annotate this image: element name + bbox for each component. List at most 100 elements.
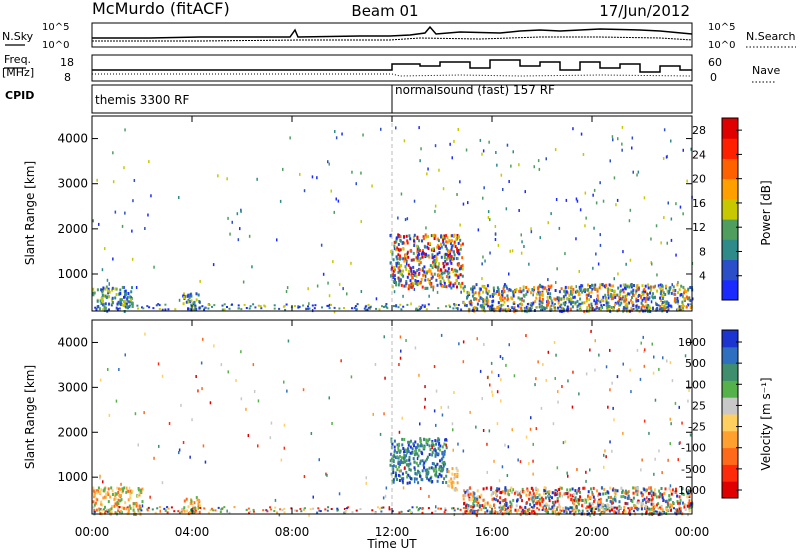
radar-echo	[559, 305, 562, 309]
radar-echo	[586, 306, 589, 310]
radar-echo	[408, 509, 411, 511]
radar-echo	[559, 511, 562, 515]
radar-echo	[419, 507, 422, 510]
n-search-tick-high: 10^5	[708, 22, 735, 33]
radar-echo	[606, 308, 609, 312]
radar-echo	[442, 240, 445, 244]
radar-echo	[448, 304, 451, 307]
radar-echo	[183, 509, 186, 513]
radar-echo	[411, 447, 414, 451]
radar-echo	[481, 308, 484, 311]
radar-echo	[554, 303, 556, 306]
radar-echo	[599, 233, 601, 237]
radar-echo	[643, 350, 645, 354]
radar-echo	[434, 265, 437, 268]
radar-echo	[477, 228, 480, 232]
radar-echo	[593, 308, 596, 312]
radar-echo	[539, 502, 541, 506]
radar-echo	[633, 491, 636, 495]
radar-echo	[418, 126, 420, 130]
radar-echo	[659, 305, 662, 308]
radar-echo	[143, 411, 145, 415]
radar-echo	[680, 306, 682, 309]
radar-echo	[671, 379, 674, 383]
radar-echo	[512, 498, 515, 502]
radar-echo	[547, 303, 550, 307]
radar-echo	[404, 254, 407, 258]
radar-echo	[575, 237, 577, 241]
radar-echo	[416, 258, 419, 262]
radar-echo	[500, 399, 502, 403]
radar-echo	[207, 307, 210, 310]
radar-echo	[324, 508, 327, 511]
radar-echo	[399, 264, 402, 268]
radar-echo	[464, 490, 467, 494]
radar-echo	[507, 492, 510, 496]
radar-echo	[626, 302, 629, 306]
radar-echo	[496, 286, 499, 290]
radar-echo	[512, 294, 515, 298]
radar-echo	[476, 489, 479, 493]
radar-echo	[128, 486, 131, 490]
radar-echo	[283, 507, 286, 510]
radar-echo	[398, 363, 400, 366]
radar-echo	[506, 143, 509, 147]
radar-echo	[661, 302, 663, 306]
radar-echo	[111, 505, 113, 509]
radar-echo	[581, 284, 584, 288]
radar-echo	[168, 422, 171, 425]
radar-echo	[560, 306, 563, 310]
radar-echo	[502, 188, 504, 191]
radar-echo	[431, 446, 433, 449]
radar-echo	[567, 379, 569, 383]
radar-echo	[596, 489, 598, 493]
radar-echo	[517, 296, 520, 300]
radar-echo	[92, 291, 95, 295]
radar-echo	[625, 303, 628, 306]
radar-echo	[508, 288, 511, 291]
radar-echo	[645, 500, 648, 504]
radar-echo	[456, 193, 458, 196]
radar-echo	[409, 279, 412, 283]
radar-echo	[587, 283, 589, 287]
radar-echo	[535, 377, 537, 381]
radar-echo	[127, 489, 130, 493]
radar-echo	[415, 477, 418, 481]
radar-echo	[624, 510, 627, 513]
radar-echo	[643, 497, 646, 501]
radar-echo	[642, 335, 644, 339]
radar-echo	[626, 491, 629, 495]
radar-echo	[405, 459, 408, 463]
radar-echo	[666, 289, 669, 293]
radar-echo	[125, 304, 128, 307]
radar-echo	[618, 500, 621, 504]
radar-echo	[193, 300, 196, 304]
radar-echo	[117, 498, 120, 502]
radar-echo	[504, 486, 507, 490]
radar-echo	[484, 259, 486, 263]
radar-echo	[312, 495, 314, 499]
radar-echo	[462, 507, 465, 509]
radar-echo	[252, 510, 255, 513]
radar-echo	[434, 454, 437, 458]
radar-echo	[111, 298, 114, 302]
radar-echo	[456, 234, 459, 237]
radar-echo	[185, 300, 188, 304]
radar-echo	[417, 272, 420, 276]
radar-echo	[107, 487, 110, 491]
colorbar-tick-label: 16	[692, 197, 706, 210]
radar-echo	[442, 238, 445, 241]
radar-echo	[504, 443, 506, 447]
radar-echo	[504, 498, 507, 502]
radar-echo	[350, 261, 352, 265]
radar-echo	[481, 284, 484, 288]
radar-echo	[433, 247, 435, 251]
radar-echo	[677, 307, 680, 310]
radar-echo	[518, 305, 521, 309]
radar-echo	[614, 295, 617, 299]
radar-echo	[496, 499, 499, 503]
radar-echo	[231, 303, 233, 306]
radar-echo	[434, 449, 437, 453]
radar-echo	[534, 383, 536, 387]
